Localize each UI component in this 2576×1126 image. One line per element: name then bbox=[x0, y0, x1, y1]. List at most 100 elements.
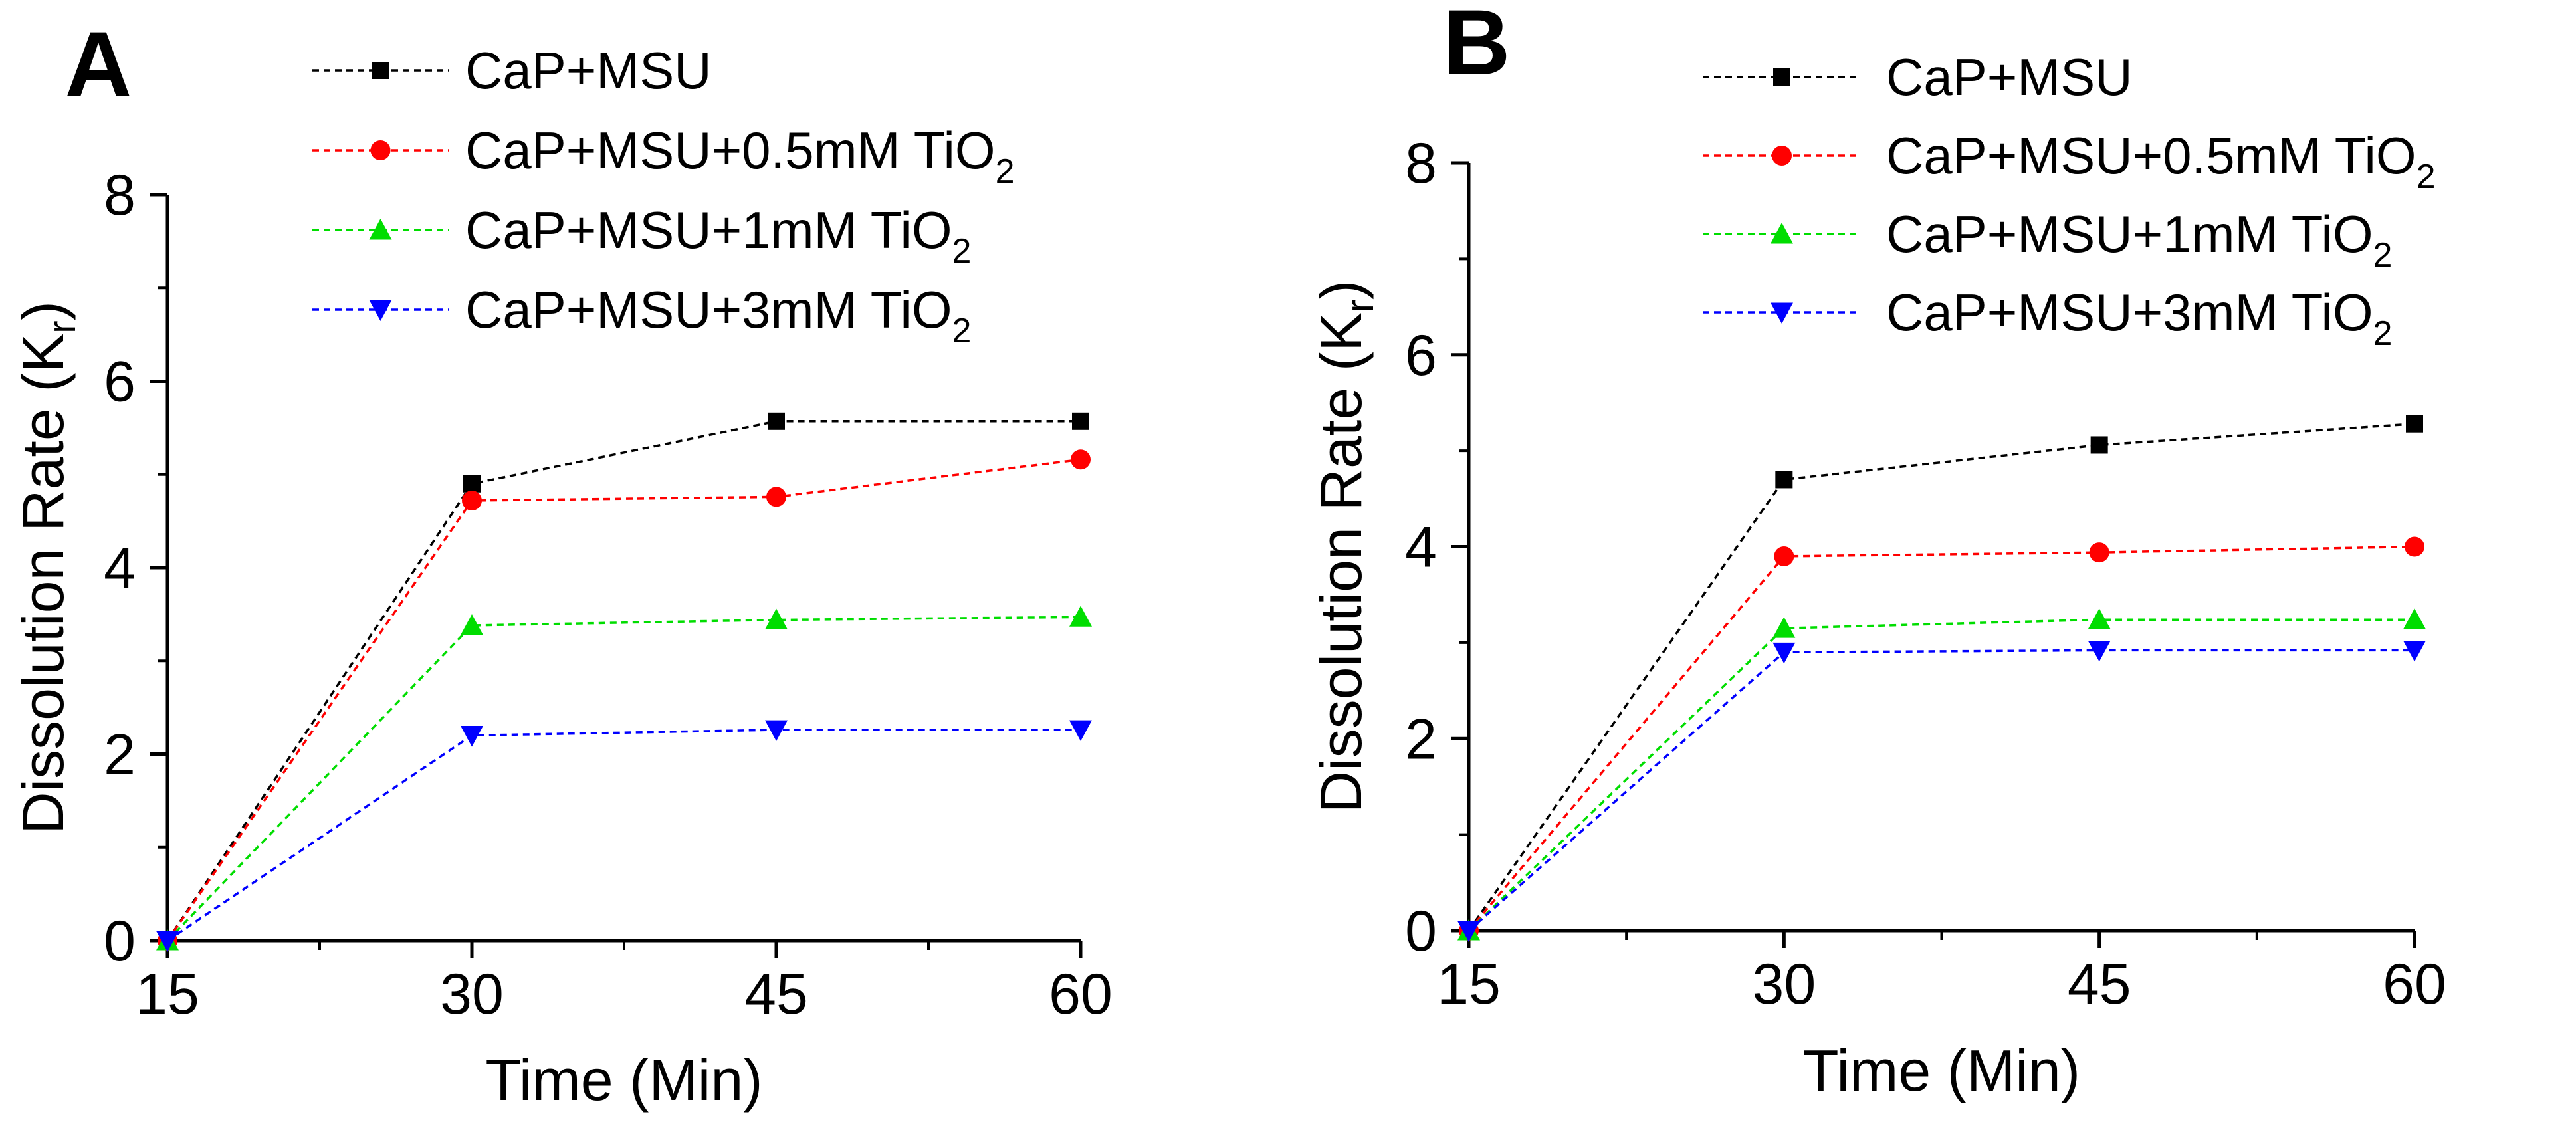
y-tick-label: 8 bbox=[104, 164, 136, 227]
legend-label: CaP+MSU+3mM TiO2 bbox=[465, 281, 971, 350]
y-tick-label: 2 bbox=[104, 723, 136, 787]
legend-marker bbox=[1771, 302, 1793, 324]
x-tick-label: 60 bbox=[1049, 962, 1113, 1026]
legend-label-main: CaP+MSU+1mM TiO bbox=[465, 201, 952, 259]
legend-label: CaP+MSU bbox=[465, 41, 712, 100]
series-line bbox=[1467, 422, 2415, 932]
legend-label-main: CaP+MSU+3mM TiO bbox=[1886, 283, 2373, 342]
data-point bbox=[2406, 415, 2423, 433]
legend-marker bbox=[1773, 68, 1790, 86]
data-point bbox=[1775, 471, 1793, 489]
data-point bbox=[2405, 536, 2424, 557]
chart-panel-a: A 15 30 45 60 0 2 4 6 8 Time (Min) Dissolution Rate… bbox=[10, 12, 1113, 1113]
data-point bbox=[463, 475, 481, 493]
legend-label: CaP+MSU+1mM TiO2 bbox=[1886, 205, 2392, 275]
data-point bbox=[156, 931, 179, 952]
x-tick-label: 60 bbox=[2383, 953, 2446, 1016]
legend-label-sub: 2 bbox=[2373, 314, 2393, 353]
legend-entry: CaP+MSU+0.5mM TiO2 bbox=[312, 121, 1014, 191]
x-tick-label: 15 bbox=[1437, 953, 1501, 1016]
y-axis-title: Dissolution Rate (Kr) bbox=[1308, 281, 1382, 814]
data-point bbox=[462, 491, 482, 511]
legend-entry: CaP+MSU bbox=[312, 41, 712, 100]
x-tick-label: 45 bbox=[744, 962, 808, 1026]
series-1 bbox=[159, 412, 1089, 949]
x-tick-label: 15 bbox=[136, 962, 199, 1026]
series-line bbox=[1467, 649, 2415, 932]
series-line bbox=[166, 616, 1081, 942]
data-point bbox=[1457, 921, 1480, 942]
data-point bbox=[766, 487, 786, 507]
y-tick-label: 6 bbox=[1405, 324, 1437, 388]
x-axis-title: Time (Min) bbox=[485, 1047, 762, 1113]
data-point bbox=[2090, 436, 2108, 454]
legend-label-sub: 2 bbox=[952, 232, 972, 271]
series-line bbox=[1467, 618, 2415, 932]
legend-entry: CaP+MSU+3mM TiO2 bbox=[312, 281, 971, 350]
data-point bbox=[2088, 640, 2111, 662]
x-tick-label: 30 bbox=[440, 962, 504, 1026]
legend-label-main: CaP+MSU+1mM TiO bbox=[1886, 205, 2373, 263]
series-4 bbox=[1457, 640, 2426, 942]
data-point bbox=[1071, 449, 1091, 470]
legend: CaP+MSU CaP+MSU+0.5mM TiO2 CaP+MSU+1mM TiO… bbox=[312, 41, 1014, 350]
legend-entry: CaP+MSU+3mM TiO2 bbox=[1703, 283, 2392, 353]
legend-entry: CaP+MSU bbox=[1703, 48, 2133, 106]
data-point bbox=[1069, 606, 1092, 627]
y-tick-label: 4 bbox=[104, 536, 136, 600]
legend-label-main: CaP+MSU bbox=[465, 41, 712, 100]
y-axis-title-main: Dissolution Rate (K bbox=[1308, 312, 1374, 813]
y-tick-label: 6 bbox=[104, 350, 136, 414]
y-tick-label: 0 bbox=[104, 909, 136, 973]
legend-marker bbox=[369, 219, 392, 240]
data-point bbox=[461, 614, 483, 635]
legend-marker bbox=[370, 140, 391, 160]
series-line bbox=[166, 420, 1081, 941]
data-point bbox=[1774, 546, 1794, 566]
legend-entry: CaP+MSU+0.5mM TiO2 bbox=[1703, 126, 2435, 196]
series-3 bbox=[156, 606, 1092, 951]
legend-label: CaP+MSU+0.5mM TiO2 bbox=[1886, 126, 2435, 196]
data-point bbox=[1069, 720, 1092, 742]
x-tick-label: 30 bbox=[1752, 953, 1816, 1016]
y-axis-title-sub: r bbox=[41, 320, 84, 333]
panel-label: B bbox=[1443, 0, 1510, 94]
series-1 bbox=[1460, 415, 2423, 939]
y-tick-label: 4 bbox=[1405, 516, 1437, 580]
legend-label: CaP+MSU+1mM TiO2 bbox=[465, 201, 971, 271]
legend-label: CaP+MSU+0.5mM TiO2 bbox=[465, 121, 1014, 191]
legend-label-sub: 2 bbox=[2373, 236, 2393, 275]
legend-marker bbox=[369, 300, 392, 321]
data-point bbox=[768, 412, 785, 430]
x-tick-label: 45 bbox=[2068, 953, 2131, 1016]
legend-label: CaP+MSU bbox=[1886, 48, 2133, 106]
legend-label-sub: 2 bbox=[2416, 158, 2436, 196]
data-point bbox=[2403, 608, 2426, 629]
y-tick-label: 8 bbox=[1405, 132, 1437, 195]
legend-entry: CaP+MSU+1mM TiO2 bbox=[1703, 205, 2392, 275]
y-axis-title-close: ) bbox=[10, 301, 76, 320]
data-point bbox=[1072, 412, 1089, 430]
data-point bbox=[1772, 642, 1796, 664]
series-3 bbox=[1457, 608, 2426, 941]
legend-label-main: CaP+MSU+0.5mM TiO bbox=[1886, 126, 2416, 185]
y-tick-label: 0 bbox=[1405, 899, 1437, 963]
legend-label-main: CaP+MSU+3mM TiO bbox=[465, 281, 952, 339]
series-line bbox=[167, 729, 1081, 942]
series-4 bbox=[156, 720, 1092, 952]
legend-marker bbox=[372, 62, 389, 79]
chart-panel-b: B 15 30 45 60 0 2 4 6 8 Time (Min) Dissolution Rate… bbox=[1308, 0, 2446, 1103]
legend-label-sub: 2 bbox=[996, 152, 1015, 191]
data-point bbox=[2403, 640, 2426, 662]
y-axis-title-sub: r bbox=[1339, 300, 1382, 312]
data-point bbox=[1772, 617, 1796, 638]
panel-label: A bbox=[64, 12, 132, 116]
legend-label: CaP+MSU+3mM TiO2 bbox=[1886, 283, 2392, 353]
y-tick-label: 2 bbox=[1405, 707, 1437, 771]
legend-label-sub: 2 bbox=[952, 312, 972, 350]
legend-marker bbox=[1771, 223, 1793, 244]
y-axis-title-main: Dissolution Rate (K bbox=[10, 334, 76, 834]
